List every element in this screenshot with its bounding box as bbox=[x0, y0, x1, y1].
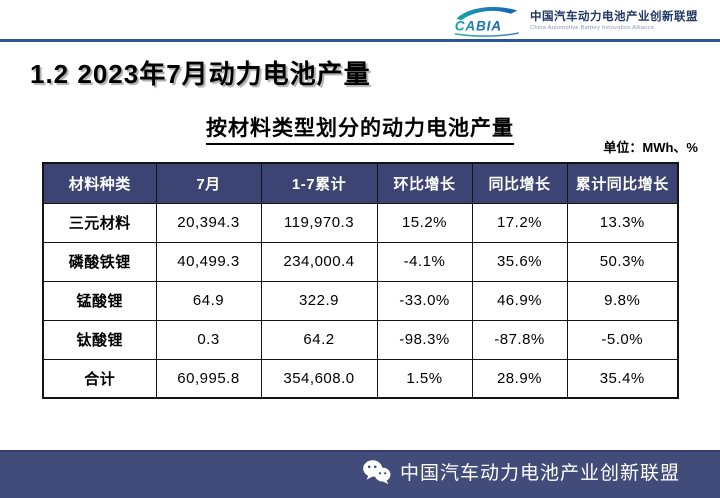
cell-value: 234,000.4 bbox=[260, 241, 378, 282]
cell-material: 磷酸铁锂 bbox=[42, 241, 157, 282]
cell-value: -98.3% bbox=[376, 319, 473, 360]
footer-bar: 中国汽车动力电池产业创新联盟 bbox=[0, 450, 720, 498]
cell-value: 64.2 bbox=[260, 319, 378, 360]
battery-production-table: 材料种类 7月 1-7累计 环比增长 同比增长 累计同比增长 三元材料 20,3… bbox=[42, 162, 679, 399]
col-header-cum-yoy-growth: 累计同比增长 bbox=[566, 162, 679, 204]
cell-value: 28.9% bbox=[471, 358, 568, 399]
cell-value: 119,970.3 bbox=[260, 202, 378, 243]
table-title-text: 按材料类型划分的动力电池产量 bbox=[206, 117, 514, 145]
cell-value: 35.4% bbox=[566, 358, 679, 399]
cell-value: 1.5% bbox=[376, 358, 473, 399]
cell-material: 合计 bbox=[42, 358, 157, 399]
org-name-cn: 中国汽车动力电池产业创新联盟 bbox=[530, 10, 698, 23]
cell-material: 锰酸锂 bbox=[42, 280, 157, 321]
cabia-logo-icon: CABIA bbox=[454, 6, 519, 37]
cell-value: -33.0% bbox=[376, 280, 473, 321]
col-header-material: 材料种类 bbox=[42, 162, 157, 204]
cell-material: 钛酸锂 bbox=[42, 319, 157, 360]
header-divider bbox=[0, 39, 720, 42]
cell-value: 64.9 bbox=[155, 280, 262, 321]
table-title: 按材料类型划分的动力电池产量 bbox=[0, 112, 720, 145]
page-title: 1.2 2023年7月动力电池产量 bbox=[30, 59, 371, 89]
cell-value: 60,995.8 bbox=[155, 358, 262, 399]
table-row: 三元材料 20,394.3 119,970.3 15.2% 17.2% 13.3… bbox=[42, 202, 679, 243]
col-header-july: 7月 bbox=[155, 162, 262, 204]
cell-value: 15.2% bbox=[376, 202, 473, 243]
cell-value: 17.2% bbox=[471, 202, 568, 243]
cell-value: -87.8% bbox=[471, 319, 568, 360]
table-row-total: 合计 60,995.8 354,608.0 1.5% 28.9% 35.4% bbox=[42, 358, 679, 399]
table-header-row: 材料种类 7月 1-7累计 环比增长 同比增长 累计同比增长 bbox=[42, 162, 679, 204]
cell-value: 46.9% bbox=[471, 280, 568, 321]
header-logo: CABIA 中国汽车动力电池产业创新联盟 China Automotive Ba… bbox=[450, 4, 698, 38]
table-row: 磷酸铁锂 40,499.3 234,000.4 -4.1% 35.6% 50.3… bbox=[42, 241, 679, 282]
footer-org-name: 中国汽车动力电池产业创新联盟 bbox=[399, 463, 680, 484]
col-header-mom-growth: 环比增长 bbox=[376, 162, 473, 204]
cell-value: 13.3% bbox=[566, 202, 679, 243]
org-names: 中国汽车动力电池产业创新联盟 China Automotive Battery … bbox=[530, 11, 698, 31]
svg-text:CABIA: CABIA bbox=[455, 19, 502, 34]
unit-label: 单位：MWh、% bbox=[603, 140, 698, 155]
col-header-cumulative: 1-7累计 bbox=[260, 162, 378, 204]
cell-value: 354,608.0 bbox=[260, 358, 378, 399]
cell-value: -5.0% bbox=[566, 319, 679, 360]
cell-value: 322.9 bbox=[260, 280, 378, 321]
col-header-yoy-growth: 同比增长 bbox=[471, 162, 568, 204]
cell-value: 20,394.3 bbox=[155, 202, 262, 243]
table-row: 钛酸锂 0.3 64.2 -98.3% -87.8% -5.0% bbox=[42, 319, 679, 360]
cell-material: 三元材料 bbox=[42, 202, 157, 243]
cell-value: 9.8% bbox=[566, 280, 679, 321]
org-name-en: China Automotive Battery Innovation Alli… bbox=[530, 24, 655, 31]
cell-value: 50.3% bbox=[566, 241, 679, 282]
cell-value: 35.6% bbox=[471, 241, 568, 282]
cell-value: -4.1% bbox=[376, 241, 473, 282]
table-row: 锰酸锂 64.9 322.9 -33.0% 46.9% 9.8% bbox=[42, 280, 679, 321]
wechat-icon bbox=[363, 460, 391, 485]
cell-value: 40,499.3 bbox=[155, 241, 262, 282]
cell-value: 0.3 bbox=[155, 319, 262, 360]
